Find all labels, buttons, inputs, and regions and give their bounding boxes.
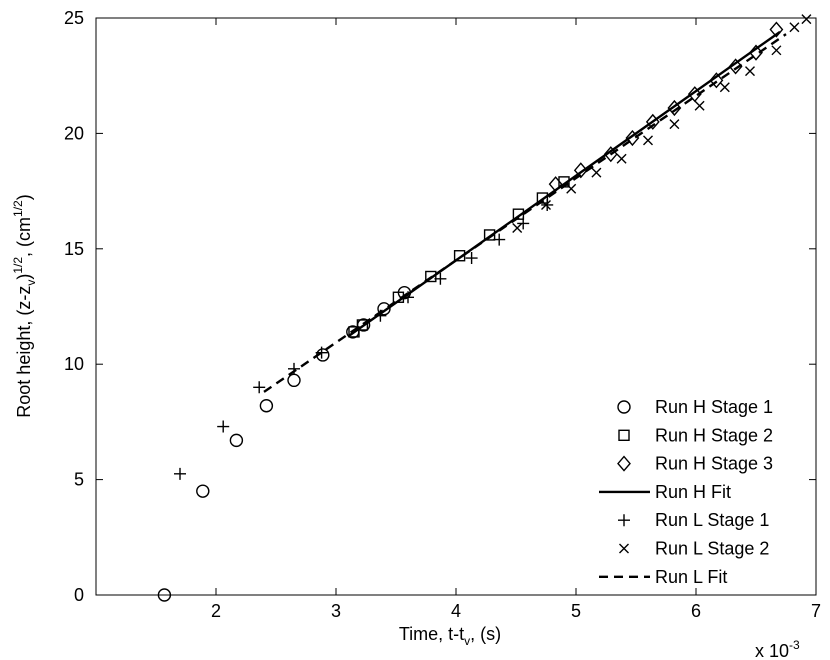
y-tick-label: 25 xyxy=(64,8,84,28)
run-l-stage-2-point xyxy=(541,199,551,210)
run-h-stage-3-point xyxy=(603,146,618,163)
run-h-stage-1-point xyxy=(196,484,210,498)
run-l-stage-1-point xyxy=(174,467,186,480)
y-tick-label: 5 xyxy=(74,470,84,490)
legend-label-run-h-fit: Run H Fit xyxy=(655,482,731,502)
run-h-stage-2-point xyxy=(536,192,549,204)
x-axis-title: Time, t-tv, (s) xyxy=(399,624,501,648)
run-h-stage-1-point xyxy=(259,399,274,413)
run-l-stage-2-point xyxy=(669,119,680,130)
x-axis-multiplier: x 10-3 xyxy=(755,638,800,660)
run-h-stage-3-point xyxy=(645,113,660,130)
run-h-stage-3-point xyxy=(573,162,588,179)
run-h-stage-3-point xyxy=(709,72,724,89)
run-l-stage-2-point xyxy=(643,135,653,146)
legend-swatch-run-h-stage-1 xyxy=(617,400,631,414)
ticks-layer: 2 3 4 5 6 7 0 5 10 15 20 25 xyxy=(64,8,821,621)
legend-label-run-h-stage-1: Run H Stage 1 xyxy=(655,397,773,417)
fit-lines-layer xyxy=(263,30,787,393)
run-l-stage-1-point xyxy=(217,420,230,433)
x-tick-label: 4 xyxy=(451,601,461,621)
legend-label-run-l-fit: Run L Fit xyxy=(655,567,727,587)
x-tick-label: 7 xyxy=(811,601,821,621)
run-h-stage-1-point xyxy=(287,373,301,388)
run-l-fit-line xyxy=(263,33,787,393)
run-h-stage-3-point xyxy=(667,99,682,117)
run-h-stage-2-point xyxy=(453,250,466,262)
legend-label-run-h-stage-3: Run H Stage 3 xyxy=(655,454,773,474)
run-l-stage-2-point xyxy=(694,100,705,111)
run-h-stage-3-point xyxy=(769,21,784,38)
run-h-stage-3-point xyxy=(728,58,743,75)
run-h-stage-2-point xyxy=(483,229,496,241)
y-tick-label: 15 xyxy=(64,239,84,259)
legend-label-run-l-stage-2: Run L Stage 2 xyxy=(655,539,769,559)
run-l-stage-2-point xyxy=(771,45,782,56)
legend-label-run-h-stage-2: Run H Stage 2 xyxy=(655,425,773,445)
legend: Run H Stage 1 Run H Stage 2 Run H Stage 3 R… xyxy=(599,397,773,587)
legend-swatch-run-h-stage-3 xyxy=(617,455,631,472)
y-axis-title: Root height, (z-zv)1/2, (cm1/2) xyxy=(11,194,38,417)
y-tick-label: 10 xyxy=(64,354,84,374)
run-l-stage-2-point xyxy=(801,14,812,25)
run-h-stage-1-point xyxy=(316,348,330,362)
run-l-stage-2-point xyxy=(512,223,523,234)
x-tick-label: 2 xyxy=(211,601,221,621)
run-h-stage-3-point xyxy=(749,44,763,61)
x-tick-label: 3 xyxy=(331,601,341,621)
legend-swatch-run-l-stage-2 xyxy=(619,543,629,554)
run-l-stage-2-point xyxy=(789,22,800,33)
run-h-stage-1-point xyxy=(377,302,391,316)
run-l-stage-2-point xyxy=(616,153,627,164)
run-l-stage-1-point xyxy=(374,309,387,322)
x-tick-label: 5 xyxy=(571,601,581,621)
run-l-stage-1-point xyxy=(517,217,530,230)
run-l-stage-1-point xyxy=(465,252,478,265)
run-h-stage-2-point xyxy=(512,208,525,220)
run-h-stage-3-point xyxy=(548,176,563,193)
run-h-fit-line xyxy=(347,30,781,338)
legend-label-run-l-stage-1: Run L Stage 1 xyxy=(655,510,769,530)
run-l-stage-2-point xyxy=(745,66,755,77)
run-h-stage-3-point xyxy=(687,86,702,103)
run-h-stage-2-point xyxy=(348,326,360,338)
x-tick-label: 6 xyxy=(691,601,701,621)
run-h-stage-1-point xyxy=(229,433,244,448)
run-l-stage-2-point xyxy=(719,82,730,93)
run-h-stage-2-point xyxy=(356,319,369,331)
run-l-stage-1-point xyxy=(402,291,414,304)
legend-swatch-run-h-stage-2 xyxy=(618,429,630,441)
y-tick-label: 20 xyxy=(64,123,84,143)
run-l-stage-1-point xyxy=(434,272,447,285)
run-l-stage-1-point xyxy=(541,198,554,211)
legend-swatch-run-l-stage-1 xyxy=(618,514,630,527)
run-l-stage-2-point xyxy=(566,183,577,194)
run-h-stage-1-point xyxy=(157,588,172,602)
run-h-stage-3-point xyxy=(625,129,640,147)
run-l-stage-1-point xyxy=(253,381,266,394)
y-tick-label: 0 xyxy=(74,585,84,605)
plot-frame xyxy=(95,17,817,596)
markers-layer xyxy=(157,14,812,602)
run-l-stage-1-point xyxy=(315,346,328,359)
run-l-stage-1-point xyxy=(493,233,506,246)
run-h-stage-2-point xyxy=(425,270,437,283)
run-l-stage-1-point xyxy=(288,362,300,375)
run-l-stage-2-point xyxy=(591,167,602,178)
